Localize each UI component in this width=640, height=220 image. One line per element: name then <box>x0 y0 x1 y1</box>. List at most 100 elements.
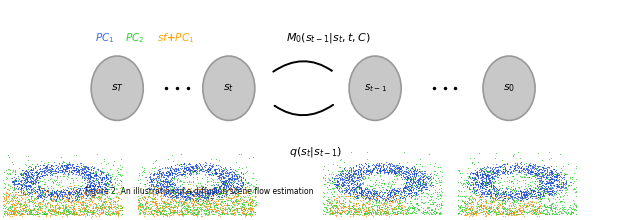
Point <box>244 193 254 197</box>
Point <box>456 205 467 209</box>
Point <box>207 192 217 195</box>
Point <box>478 169 488 173</box>
Point <box>353 213 364 216</box>
Point <box>234 199 244 203</box>
Point <box>527 169 537 172</box>
Point <box>409 175 419 178</box>
Point <box>175 191 186 195</box>
Point <box>459 207 469 211</box>
Point <box>312 182 323 186</box>
Point <box>444 202 454 206</box>
Point <box>174 213 184 216</box>
Point <box>197 184 207 187</box>
Point <box>499 165 509 168</box>
Point <box>526 188 536 191</box>
Point <box>334 169 344 173</box>
Point <box>218 206 228 209</box>
Point <box>314 199 324 202</box>
Point <box>353 170 363 174</box>
Point <box>459 202 469 205</box>
Point <box>516 205 526 209</box>
Point <box>580 206 590 209</box>
Point <box>577 189 587 193</box>
Point <box>24 184 34 187</box>
Point <box>61 192 71 195</box>
Point <box>57 193 67 196</box>
Point <box>164 212 174 215</box>
Point <box>152 176 163 180</box>
Point <box>99 197 109 201</box>
Point <box>168 193 178 197</box>
Point <box>150 160 161 163</box>
Point <box>170 190 180 193</box>
Point <box>31 171 41 175</box>
Point <box>53 203 63 206</box>
Point <box>331 210 341 214</box>
Point <box>467 180 477 184</box>
Point <box>20 180 30 183</box>
Point <box>170 193 180 197</box>
Point <box>346 176 356 179</box>
Point <box>457 207 467 211</box>
Point <box>259 201 269 204</box>
Point <box>6 214 17 218</box>
Point <box>76 197 86 201</box>
Point <box>206 210 216 214</box>
Point <box>504 208 515 211</box>
Point <box>326 202 336 206</box>
Point <box>171 189 181 192</box>
Point <box>547 171 557 175</box>
Point <box>32 173 42 177</box>
Point <box>90 183 100 187</box>
Point <box>74 194 84 197</box>
Point <box>327 179 337 183</box>
Point <box>529 209 539 212</box>
Point <box>330 182 340 185</box>
Point <box>148 173 159 176</box>
Point <box>468 185 478 189</box>
Point <box>90 173 100 177</box>
Point <box>336 186 346 190</box>
Point <box>83 173 93 177</box>
Point <box>67 190 77 194</box>
Point <box>479 172 490 176</box>
Point <box>234 153 244 156</box>
Point <box>390 212 401 216</box>
Point <box>161 185 172 189</box>
Point <box>389 174 399 178</box>
Point <box>552 174 563 177</box>
Point <box>506 204 516 207</box>
Point <box>383 172 393 175</box>
Point <box>30 200 40 204</box>
Point <box>483 201 493 205</box>
Point <box>358 211 369 215</box>
Point <box>369 194 379 198</box>
Point <box>478 207 488 210</box>
Point <box>104 209 115 213</box>
Point <box>4 211 14 215</box>
Point <box>477 180 487 183</box>
Point <box>172 187 182 190</box>
Point <box>339 209 349 213</box>
Point <box>160 213 170 216</box>
Point <box>104 196 114 200</box>
Point <box>539 175 549 178</box>
Point <box>21 203 31 207</box>
Point <box>476 192 486 196</box>
Point <box>63 173 73 176</box>
Point <box>427 207 437 211</box>
Point <box>163 190 173 193</box>
Point <box>0 211 4 214</box>
Point <box>172 193 182 197</box>
Point <box>515 175 525 178</box>
Point <box>218 210 228 214</box>
Point <box>79 211 89 214</box>
Point <box>393 168 403 172</box>
Point <box>582 208 593 211</box>
Point <box>182 207 192 211</box>
Point <box>380 168 390 172</box>
Point <box>79 191 89 195</box>
Point <box>19 202 29 205</box>
Point <box>509 206 519 210</box>
Point <box>540 163 550 167</box>
